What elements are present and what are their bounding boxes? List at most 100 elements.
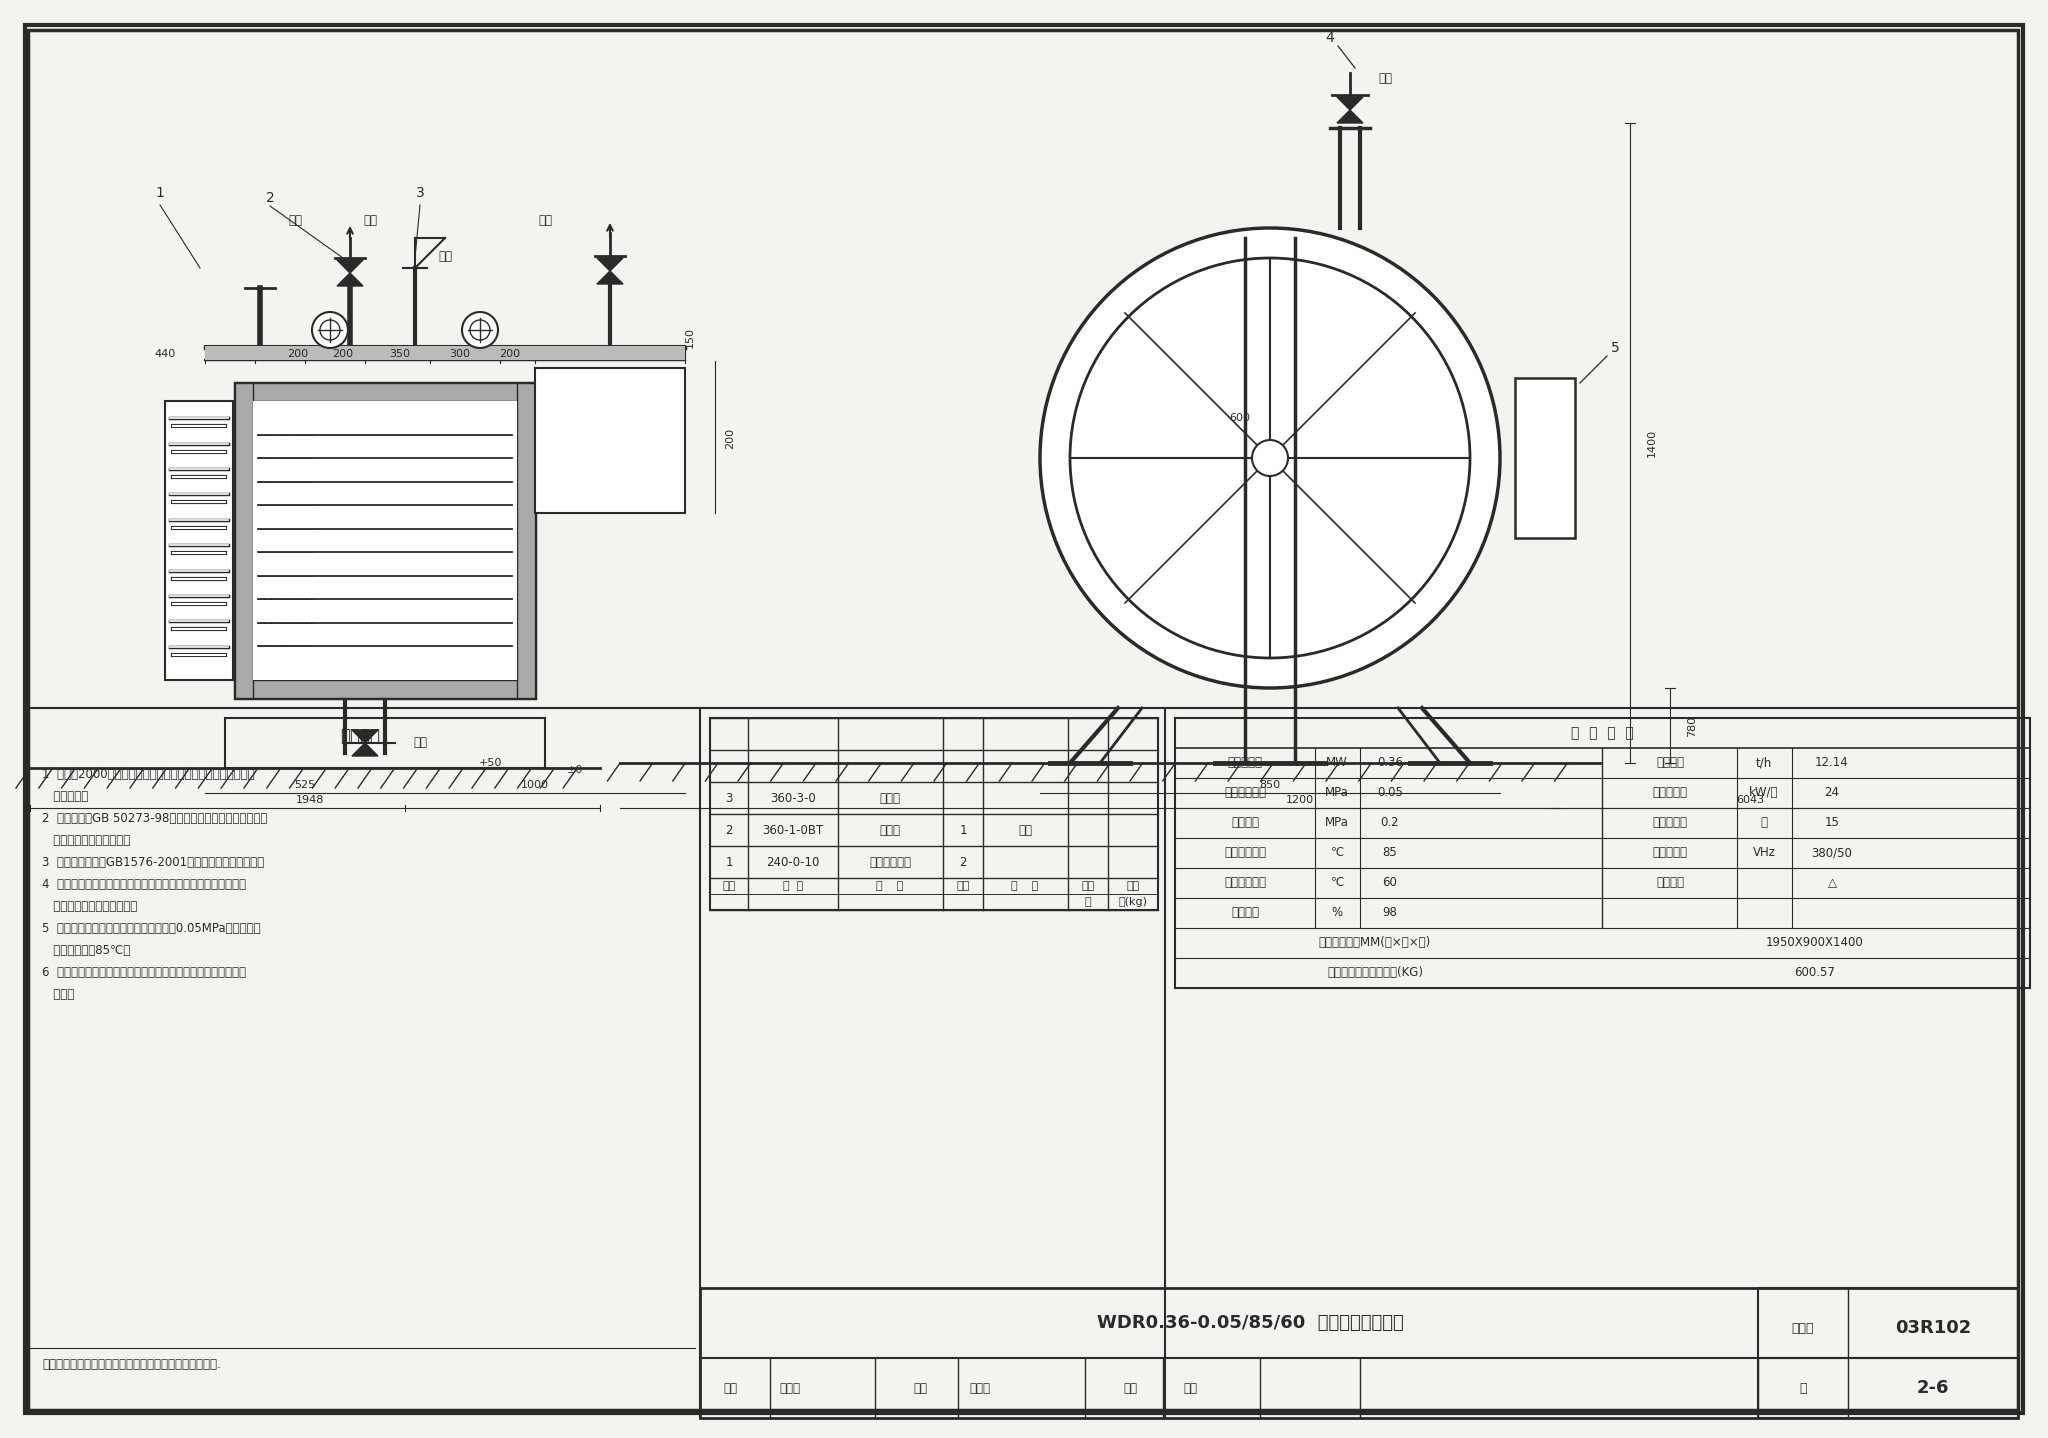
Text: ±0: ±0 — [567, 765, 584, 775]
Text: 锅  炉  规  范: 锅 炉 规 范 — [1571, 726, 1634, 741]
Text: 15: 15 — [1825, 817, 1839, 830]
Text: 5  在任何工况下，锅炉本体表压不得超过0.05MPa，出口热水: 5 在任何工况下，锅炉本体表压不得超过0.05MPa，出口热水 — [43, 922, 260, 935]
Text: 造及验收；: 造及验收； — [43, 789, 88, 802]
Text: 锅炉的最大许运输重量(KG): 锅炉的最大许运输重量(KG) — [1327, 966, 1423, 979]
Text: 350: 350 — [389, 349, 410, 360]
Text: 注：本图根据北京天融环保设备中心产品的技术资料编制.: 注：本图根据北京天融环保设备中心产品的技术资料编制. — [43, 1357, 221, 1370]
Text: 排污: 排污 — [414, 736, 426, 749]
Text: 6  使用单位应经常检查直通大气管，确保其畅通，防止结冰及结: 6 使用单位应经常检查直通大气管，确保其畅通，防止结冰及结 — [43, 966, 246, 979]
Text: 齐杰: 齐杰 — [1184, 1382, 1196, 1395]
Text: 额定出口温度: 额定出口温度 — [1225, 847, 1266, 860]
Text: 锅炉外形尺寸MM(长×宽×高): 锅炉外形尺寸MM(长×宽×高) — [1319, 936, 1432, 949]
Text: kW/组: kW/组 — [1749, 787, 1780, 800]
Text: 200: 200 — [500, 349, 520, 360]
Text: 6043: 6043 — [1737, 795, 1763, 805]
Text: 98: 98 — [1382, 906, 1397, 919]
Text: 24: 24 — [1825, 787, 1839, 800]
Text: 1000: 1000 — [520, 779, 549, 789]
Text: 3: 3 — [725, 791, 733, 804]
Text: 240-0-10: 240-0-10 — [766, 856, 819, 869]
Polygon shape — [338, 273, 362, 286]
Bar — [516, 383, 535, 697]
Text: 材    料: 材 料 — [1012, 881, 1038, 892]
Bar — [254, 401, 516, 680]
Text: 360-3-0: 360-3-0 — [770, 791, 815, 804]
Text: 大气: 大气 — [438, 250, 453, 263]
Text: 2: 2 — [725, 824, 733, 837]
Polygon shape — [1337, 109, 1364, 124]
Text: 允许工作压力: 允许工作压力 — [1225, 787, 1266, 800]
Circle shape — [311, 312, 348, 348]
Text: 60: 60 — [1382, 877, 1397, 890]
Text: 额定热功率: 额定热功率 — [1227, 756, 1262, 769]
Text: 审核: 审核 — [723, 1382, 737, 1395]
Text: 图  号: 图 号 — [782, 881, 803, 892]
Polygon shape — [598, 257, 623, 270]
Text: 200: 200 — [725, 427, 735, 449]
Polygon shape — [1337, 96, 1364, 109]
Text: 电热管组数: 电热管组数 — [1653, 817, 1688, 830]
Text: 380/50: 380/50 — [1812, 847, 1853, 860]
Text: 组: 组 — [1761, 817, 1767, 830]
Bar — [225, 718, 545, 768]
Text: 1950X900X1400: 1950X900X1400 — [1765, 936, 1864, 949]
Text: 郭小珍: 郭小珍 — [780, 1382, 801, 1395]
Text: 2  锅炉安装按GB 50273-98《工业锅炉安装工程施工及验收: 2 锅炉安装按GB 50273-98《工业锅炉安装工程施工及验收 — [43, 812, 268, 825]
Text: 0.36: 0.36 — [1376, 756, 1403, 769]
Text: 额定进口温度: 额定进口温度 — [1225, 877, 1266, 890]
Text: 补水: 补水 — [539, 213, 553, 227]
Text: 接线形式: 接线形式 — [1657, 877, 1683, 890]
Polygon shape — [598, 270, 623, 283]
Text: 85: 85 — [1382, 847, 1397, 860]
Bar — [236, 383, 254, 697]
Text: 本体图: 本体图 — [879, 824, 901, 837]
Text: 300: 300 — [449, 349, 471, 360]
Text: MW: MW — [1327, 756, 1348, 769]
Bar — [236, 680, 535, 697]
Text: 3  锅炉水质应符合GB1576-2001《工业锅炉水质标准》；: 3 锅炉水质应符合GB1576-2001《工业锅炉水质标准》； — [43, 856, 264, 869]
Text: 校对: 校对 — [913, 1382, 928, 1395]
Text: 数量: 数量 — [956, 881, 969, 892]
Text: 保温层: 保温层 — [879, 791, 901, 804]
Text: 规范》的技术要求进行；: 规范》的技术要求进行； — [43, 834, 131, 847]
Text: MPa: MPa — [1325, 787, 1350, 800]
Text: 1948: 1948 — [295, 795, 324, 805]
Bar — [166, 401, 233, 680]
Bar — [1757, 1288, 2017, 1418]
Text: MPa: MPa — [1325, 817, 1350, 830]
Bar — [236, 383, 535, 697]
Text: 1: 1 — [958, 824, 967, 837]
Text: 12.14: 12.14 — [1815, 756, 1849, 769]
Text: 1200: 1200 — [1286, 795, 1315, 805]
Text: 440: 440 — [154, 349, 176, 360]
Text: 780: 780 — [1688, 715, 1698, 736]
Text: 总重: 总重 — [1126, 881, 1139, 892]
Text: 大气管路上不许加装阀门；: 大气管路上不许加装阀门； — [43, 900, 137, 913]
Text: 锅炉效率: 锅炉效率 — [1231, 906, 1260, 919]
Text: 4  安装和使用单位在任何情况下不得擅自改变锅炉的结构，直通: 4 安装和使用单位在任何情况下不得擅自改变锅炉的结构，直通 — [43, 879, 246, 892]
Text: 1  锅炉按2000版《小型常压热水锅炉安全监察规定》设计、制: 1 锅炉按2000版《小型常压热水锅炉安全监察规定》设计、制 — [43, 768, 254, 781]
Text: △: △ — [1827, 877, 1837, 890]
Text: 页: 页 — [1800, 1382, 1806, 1395]
Polygon shape — [352, 743, 379, 756]
Text: 0.2: 0.2 — [1380, 817, 1399, 830]
Text: 试验压力: 试验压力 — [1231, 817, 1260, 830]
Text: ℃: ℃ — [1331, 847, 1343, 860]
Text: 溢水: 溢水 — [289, 213, 301, 227]
Circle shape — [1251, 440, 1288, 476]
Text: 525: 525 — [295, 779, 315, 789]
Text: VHz: VHz — [1753, 847, 1776, 860]
Text: 温度不得超过85℃；: 温度不得超过85℃； — [43, 943, 131, 958]
Text: 电热管功率: 电热管功率 — [1653, 787, 1688, 800]
Polygon shape — [338, 260, 362, 273]
Text: 2: 2 — [958, 856, 967, 869]
Text: 设计: 设计 — [1122, 1382, 1137, 1395]
Text: 03R102: 03R102 — [1894, 1319, 1970, 1337]
Text: 150: 150 — [684, 328, 694, 348]
Text: 量(kg): 量(kg) — [1118, 897, 1147, 907]
Text: 200: 200 — [287, 349, 309, 360]
Text: 水垢；: 水垢； — [43, 988, 74, 1001]
Text: 1400: 1400 — [1647, 429, 1657, 457]
Text: 名    称: 名 称 — [877, 881, 903, 892]
Text: 外皮包装封头: 外皮包装封头 — [868, 856, 911, 869]
